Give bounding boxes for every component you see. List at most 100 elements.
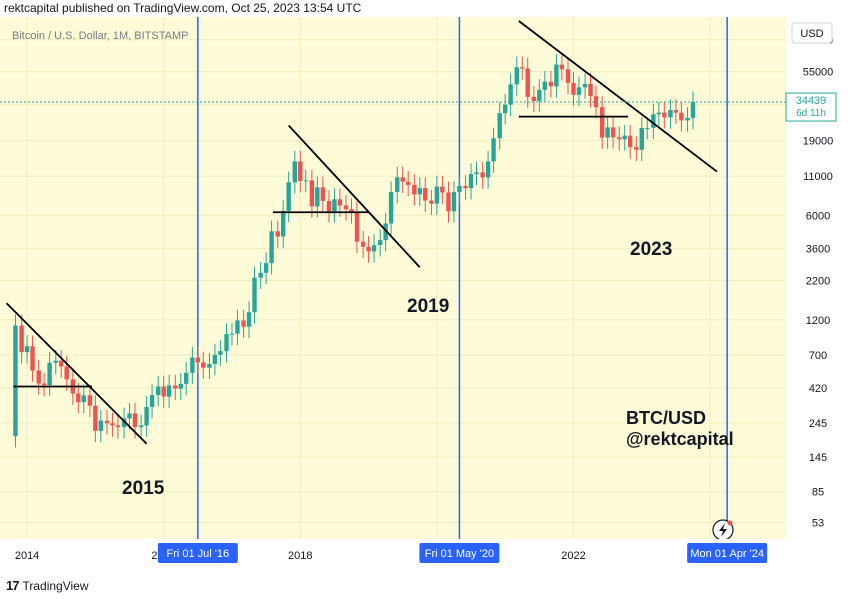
candle-body [156,386,161,396]
candle-body [121,418,127,428]
halving-date-badge [419,543,500,563]
price-tick-label: 85 [812,487,824,499]
candle-body [548,81,554,87]
price-tick-label: 6000 [806,210,830,222]
halving-date-badge [687,543,768,563]
footer: 17 TradingView [0,572,850,599]
candle-body [132,413,138,428]
candle-body [337,199,343,206]
candle-body [668,110,673,118]
candle-body [395,177,400,193]
candle-body [582,83,588,88]
candle-body [269,231,274,264]
candle-body [149,395,155,407]
candle-body [47,362,52,386]
candle-body [332,199,337,212]
candle-body [59,360,64,367]
candle-body [87,395,93,406]
candle-body [405,181,411,185]
candle-body [30,346,35,371]
candle-body [679,112,684,121]
halving-lines [197,17,728,539]
candle-body [207,364,212,368]
candle-body [93,405,98,431]
halving-date-label: Fri 01 Jul '16 [167,548,230,560]
candle-body [531,96,537,101]
candle-body [212,354,218,365]
candle-body [246,312,252,327]
candle-body [138,425,144,428]
candle-body [36,370,41,384]
candle-body [115,425,121,428]
lightning-icon[interactable] [712,519,734,541]
candle-body [400,177,405,182]
candle-body [554,64,559,87]
time-tick-label: 2014 [15,550,39,562]
candle-body [662,112,667,118]
candle-body [81,395,86,403]
candle-body [366,246,371,252]
candle-body [576,87,582,95]
price-tick-label: 11000 [803,171,833,183]
candle-body [252,277,257,313]
candle-body [423,188,428,201]
trendline [5,302,148,445]
trendlines [5,20,718,445]
plot-background [0,17,786,539]
candle-body [64,366,69,380]
candle-body [673,110,679,113]
candle-body [383,223,388,241]
current-price-countdown: 6d 11h [796,108,826,119]
candle-body [303,180,308,182]
candle-body [651,114,656,128]
candle-body [627,135,633,148]
price-tick-label: 19000 [803,136,834,148]
candle-body [690,102,696,118]
cycle-label-2023: 2023 [630,239,672,260]
candle-body [605,127,610,138]
price-tick-label: 55000 [803,67,834,79]
candle-body [525,68,530,97]
currency-button[interactable] [791,22,833,44]
candle-body [685,117,690,121]
candle-body [258,272,263,278]
time-tick-label: 2022 [561,550,585,562]
price-tick-label: 53 [812,517,824,529]
halving-date-badge [157,543,238,563]
candle-body [446,192,451,212]
candle-body [457,185,462,193]
price-tick-label: 700 [809,350,827,362]
current-price-value: 34439 [796,95,827,107]
candle-body [24,346,30,353]
candle-body [104,420,110,424]
candle-body [388,192,394,224]
candle-body [195,357,201,363]
candle-body [377,240,383,246]
candle-body [201,362,206,368]
candle-body [326,200,332,212]
candle-body [514,67,519,85]
halving-date-badges: Fri 01 Jul '16 Fri 01 May '20 Mon 01 Apr '… [157,543,768,563]
time-axis[interactable] [0,539,786,569]
candle-body [349,209,354,213]
price-axis-ticks: 9000055000330001900011000600036002200120… [803,35,834,530]
price-tick-label: 420 [809,383,827,395]
candle-body [474,172,479,175]
candle-body [485,161,491,178]
btc-log-chart[interactable]: Bitcoin / U.S. Dollar, 1M, BITSTAMP 2023… [0,17,850,569]
candle-body [235,320,240,334]
candle-body [468,174,474,189]
halving-date-label: Mon 01 Apr '24 [690,548,764,560]
candle-body [508,84,513,105]
publish-header: rektcapital published on TradingView.com… [4,1,362,15]
watermark-author: @rektcapital [626,429,734,449]
candle-body [565,69,571,83]
candle-body [440,186,445,193]
price-tick-label: 2200 [806,276,830,288]
candle-body [412,184,417,195]
tradingview-logo[interactable]: 17 TradingView [6,578,89,593]
tradingview-brand: TradingView [22,578,89,593]
candle-body [224,334,229,352]
candle-body [360,241,366,247]
candle-body [190,357,195,373]
